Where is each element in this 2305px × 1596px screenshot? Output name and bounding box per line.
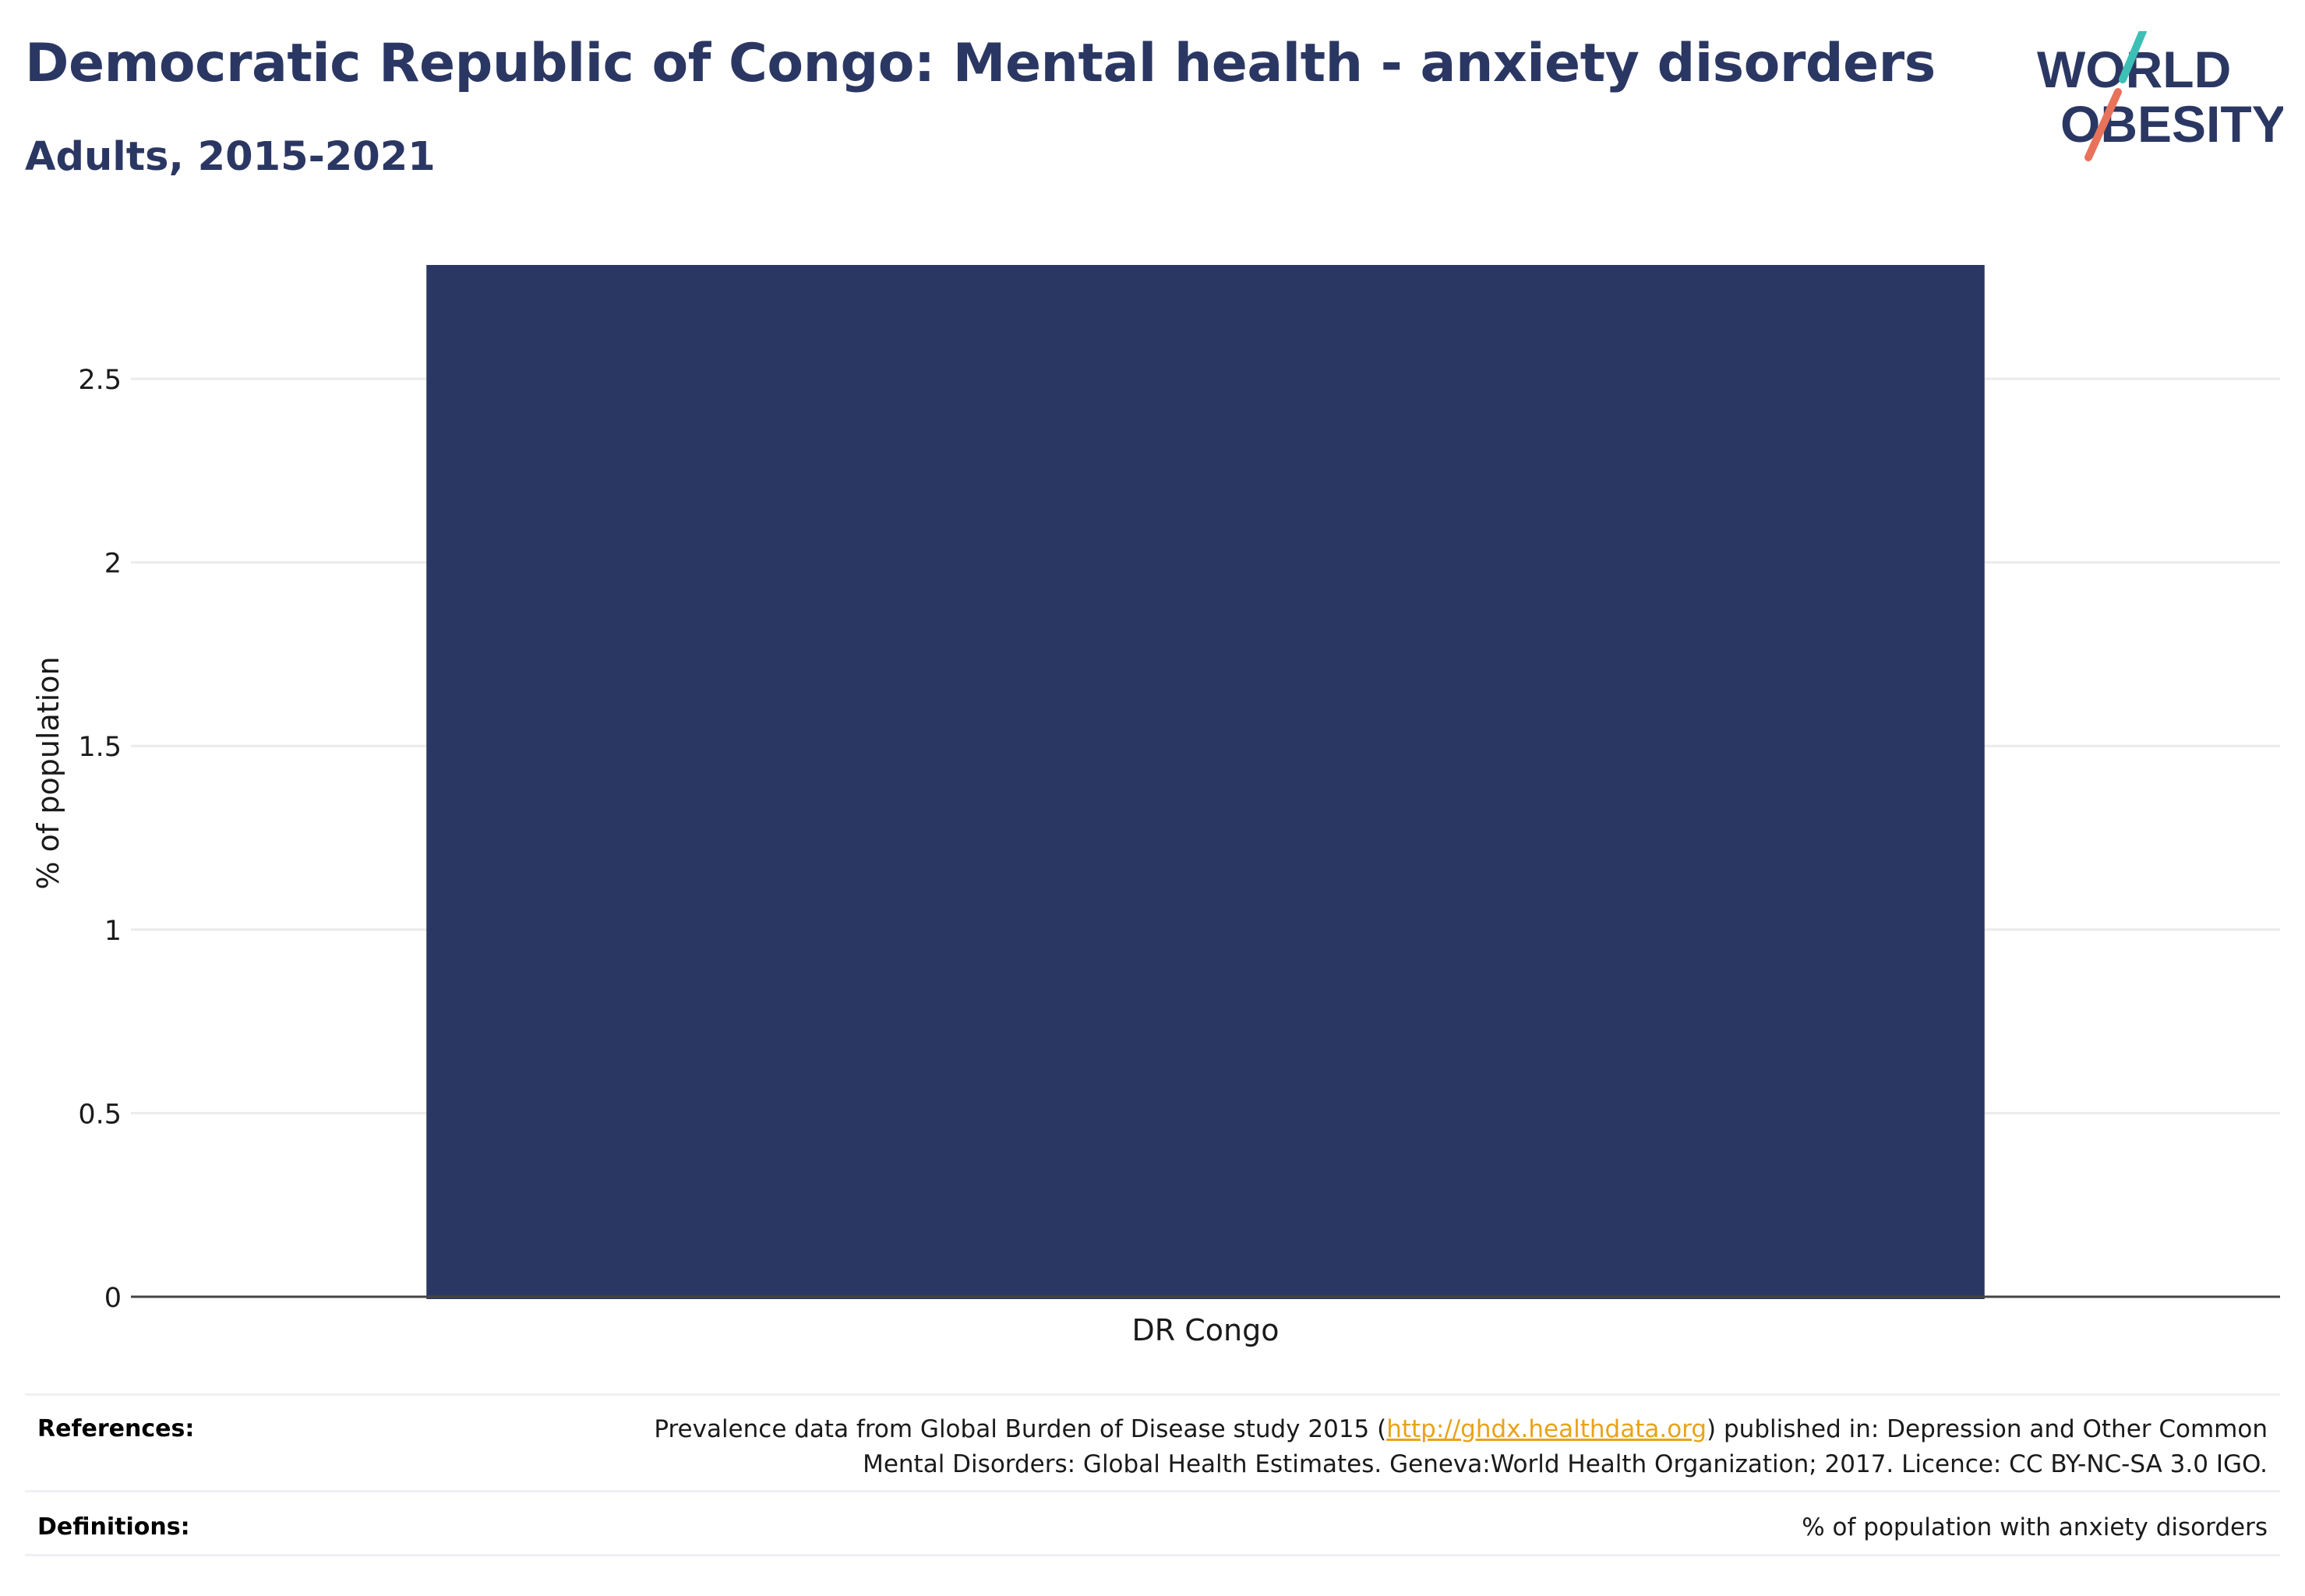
y-tick-label: 0: [104, 1283, 122, 1314]
logo-slash-bottom: [2084, 88, 2122, 161]
y-tick-label: 0.5: [78, 1099, 122, 1130]
bar: [426, 265, 1985, 1299]
x-tick-label: DR Congo: [1132, 1313, 1280, 1347]
references-text: Prevalence data from Global Burden of Di…: [654, 1412, 2268, 1482]
logo-slash-top: [2119, 31, 2147, 83]
definitions-row: Definitions: % of population with anxiet…: [25, 1510, 2280, 1557]
bar-chart: 0 0.5 1 1.5 2 2.5 DR Congo % of population: [31, 265, 2280, 1347]
references-link[interactable]: http://ghdx.healthdata.org: [1386, 1415, 1707, 1443]
definitions-label: Definitions:: [37, 1513, 190, 1541]
references-line1-post: ) published in: Depression and Other Com…: [1707, 1415, 2268, 1443]
chart-title: Democratic Republic of Congo: Mental hea…: [25, 33, 1936, 94]
references-label: References:: [37, 1415, 195, 1442]
footer-divider-bottom: [25, 1554, 2280, 1556]
footer-divider-middle: [25, 1490, 2280, 1492]
y-axis-label: % of population: [31, 656, 65, 889]
y-tick-label: 2.5: [78, 365, 122, 396]
world-obesity-logo: WORLD OBESITY: [2037, 31, 2283, 161]
references-line2: Mental Disorders: Global Health Estimate…: [863, 1450, 2268, 1478]
y-tick-labels: 0 0.5 1 1.5 2 2.5: [78, 365, 122, 1314]
y-tick-label: 2: [104, 549, 122, 580]
references-line1-pre: Prevalence data from Global Burden of Di…: [654, 1415, 1387, 1443]
y-tick-label: 1.5: [78, 732, 122, 763]
references-row: References: Prevalence data from Global …: [25, 1412, 2280, 1490]
footer-divider-top: [25, 1393, 2280, 1396]
definitions-text: % of population with anxiety disorders: [1802, 1513, 2268, 1541]
chart-subtitle: Adults, 2015-2021: [25, 134, 436, 180]
x-tick-labels: DR Congo: [1132, 1313, 1280, 1347]
bars: [426, 265, 1985, 1299]
y-tick-label: 1: [104, 916, 122, 947]
